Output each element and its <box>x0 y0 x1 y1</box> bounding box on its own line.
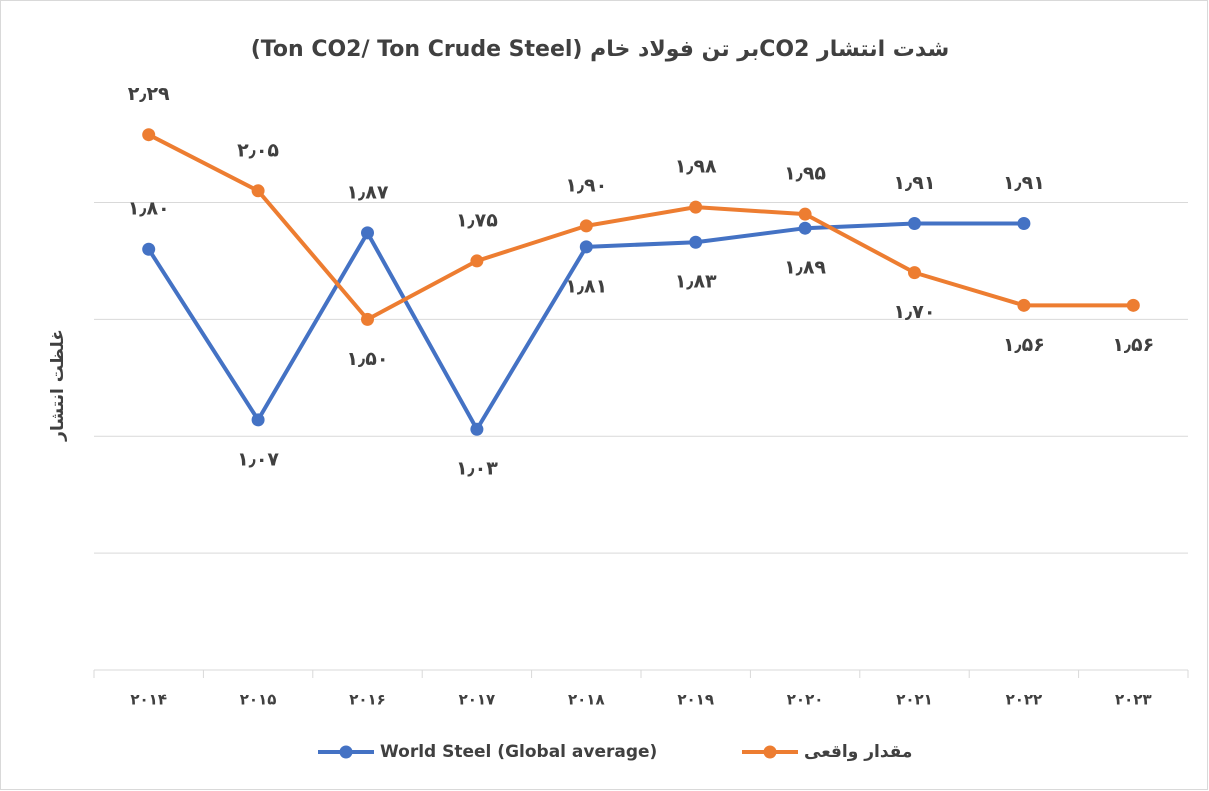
point <box>470 422 484 436</box>
data-label: ۱٫۰۳ <box>456 458 498 480</box>
data-label: ۱٫۰۷ <box>237 448 279 470</box>
x-tick-label: ۲۰۲۰ <box>787 691 824 709</box>
data-label: ۱٫۸۳ <box>675 271 717 293</box>
x-tick-label: ۲۰۲۳ <box>1115 691 1152 709</box>
data-label: ۲٫۲۹ <box>128 83 170 105</box>
point <box>579 240 593 254</box>
point <box>251 413 265 427</box>
point <box>1017 217 1031 231</box>
data-label: ۱٫۹۱ <box>1003 172 1045 194</box>
point <box>251 184 265 198</box>
y-axis-label: غلظت انتشار <box>48 329 68 442</box>
data-label: ۱٫۷۰ <box>894 301 936 323</box>
series-line <box>147 132 1134 322</box>
point <box>689 200 703 214</box>
data-label: ۱٫۹۵ <box>784 163 826 185</box>
legend-marker <box>339 745 353 759</box>
point <box>470 254 484 268</box>
data-label: ۲٫۰۵ <box>237 139 279 161</box>
point <box>579 219 593 233</box>
point <box>908 217 921 231</box>
data-label: ۱٫۷۵ <box>456 209 498 231</box>
legend-label: مقدار واقعی <box>804 742 912 762</box>
data-label: ۱٫۹۱ <box>894 172 936 194</box>
data-label: ۱٫۹۰ <box>565 174 607 196</box>
legend-label: World Steel (Global average) <box>380 742 657 762</box>
point <box>798 221 812 235</box>
x-tick-label: ۲۰۱۹ <box>677 691 714 709</box>
point <box>1017 298 1031 312</box>
x-tick-label: ۲۰۱۷ <box>459 691 496 709</box>
point <box>689 235 703 249</box>
data-label: ۱٫۸۱ <box>565 275 607 297</box>
data-label: ۱٫۵۶ <box>1112 334 1154 356</box>
data-label: ۱٫۹۸ <box>675 156 717 178</box>
x-tick-label: ۲۰۱۵ <box>240 691 277 709</box>
data-label: ۱٫۸۰ <box>128 198 170 220</box>
data-label: ۱٫۵۶ <box>1003 334 1045 356</box>
data-label: ۱٫۸۹ <box>784 257 826 279</box>
x-tick-label: ۲۰۱۸ <box>568 691 605 709</box>
legend-marker <box>763 745 777 759</box>
x-tick-label: ۲۰۲۱ <box>896 691 933 709</box>
point <box>361 312 374 326</box>
x-tick-label: ۲۰۱۶ <box>349 691 386 709</box>
point <box>361 226 374 240</box>
x-tick-label: ۲۰۲۲ <box>1006 691 1043 709</box>
chart-title: شدت انتشار CO2بر تن فولاد خام (Ton CO2/ … <box>251 37 950 62</box>
x-tick-label: ۲۰۱۴ <box>130 691 167 709</box>
point <box>1126 298 1140 312</box>
point <box>908 266 921 280</box>
data-label: ۱٫۵۰ <box>347 348 389 370</box>
data-label: ۱٫۸۷ <box>347 181 389 203</box>
point <box>142 128 156 142</box>
point <box>142 242 156 256</box>
point <box>798 207 812 221</box>
